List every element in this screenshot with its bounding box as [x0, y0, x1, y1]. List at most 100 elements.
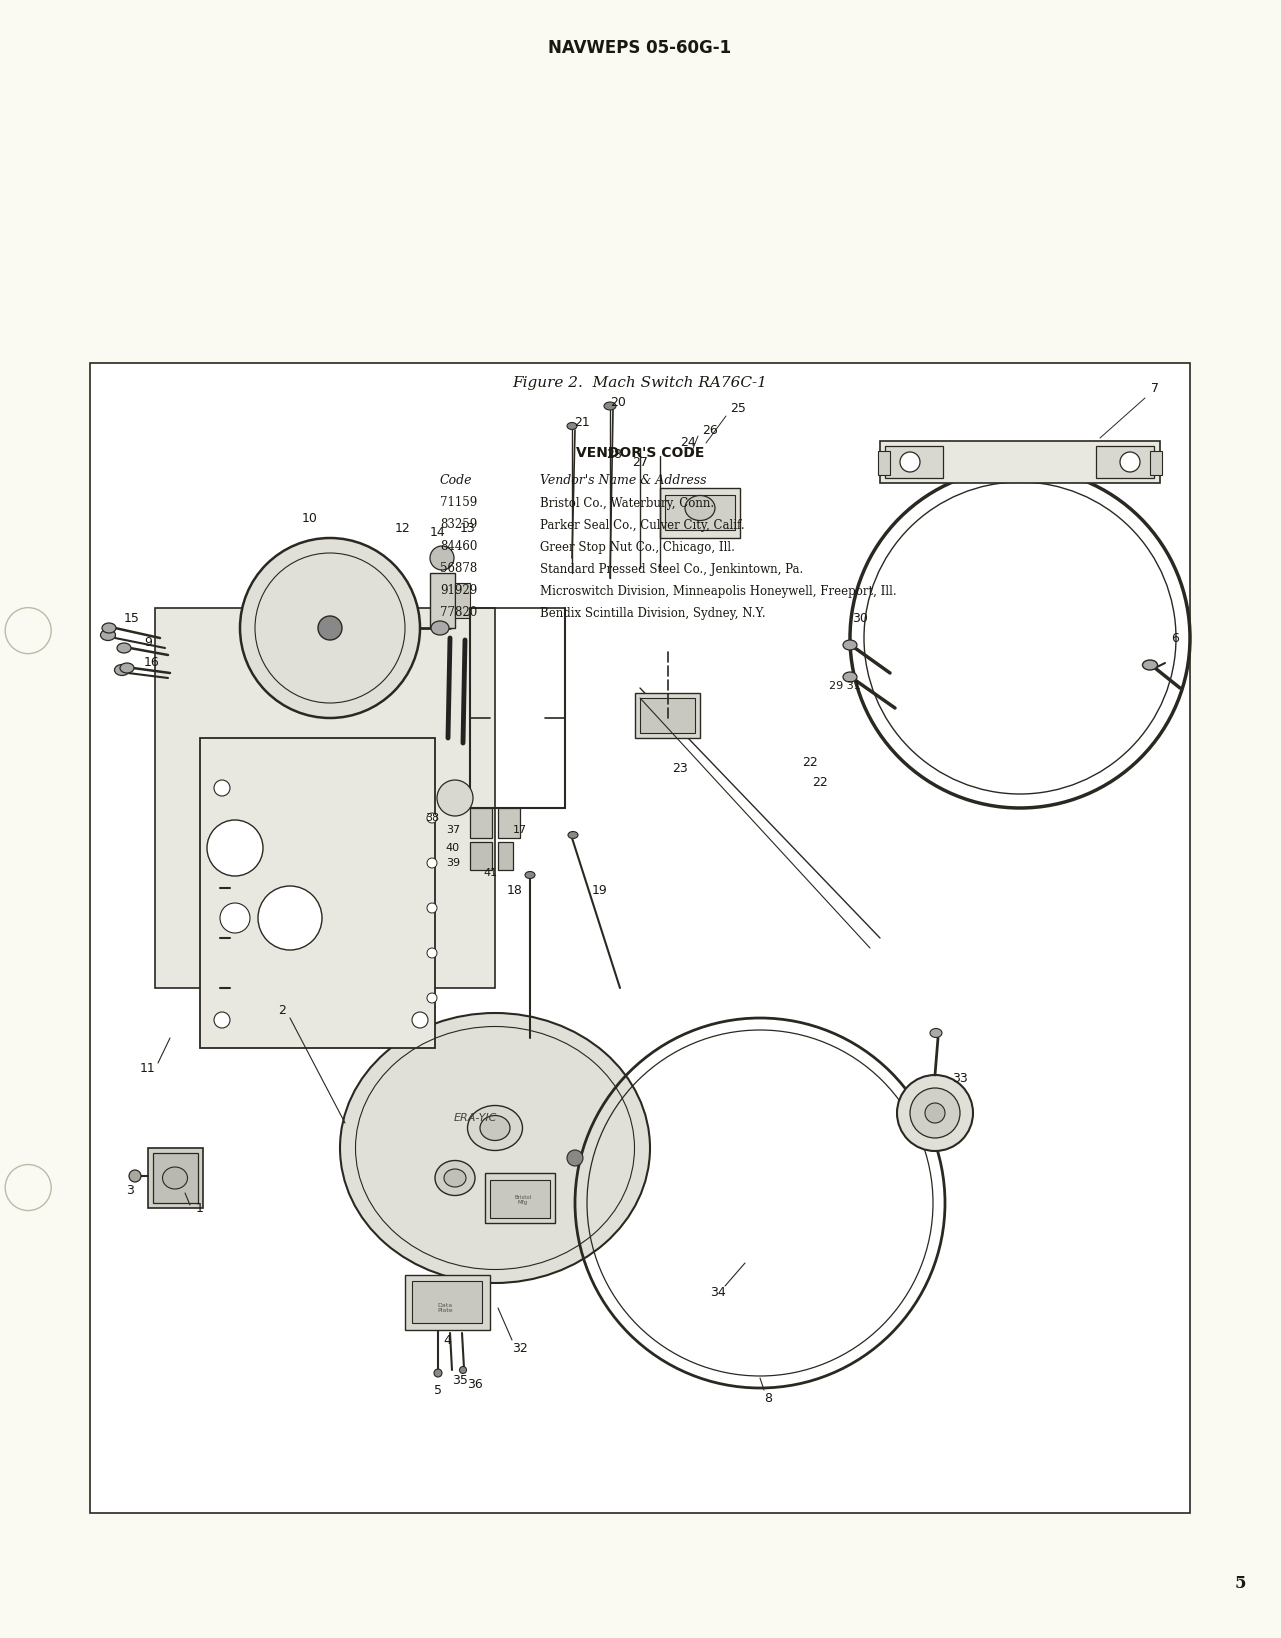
Text: 20: 20	[610, 396, 626, 410]
Bar	[640, 698, 696, 732]
Circle shape	[214, 780, 231, 796]
Circle shape	[5, 1165, 51, 1210]
Ellipse shape	[525, 871, 535, 878]
Text: 22: 22	[802, 757, 817, 770]
Circle shape	[910, 1088, 959, 1138]
Text: 34: 34	[710, 1286, 726, 1299]
Text: Bristol
Mfg: Bristol Mfg	[515, 1194, 532, 1206]
Ellipse shape	[460, 1366, 466, 1374]
Text: 77820: 77820	[439, 606, 478, 619]
Ellipse shape	[102, 622, 117, 632]
Circle shape	[925, 1102, 945, 1124]
Ellipse shape	[445, 1170, 466, 1188]
Text: Greer Stop Nut Co., Chicago, Ill.: Greer Stop Nut Co., Chicago, Ill.	[541, 541, 735, 554]
Ellipse shape	[685, 496, 715, 521]
Text: Data
Plate: Data Plate	[437, 1302, 452, 1314]
Text: Bristol Co., Waterbury, Conn.: Bristol Co., Waterbury, Conn.	[541, 496, 714, 509]
Bar	[498, 842, 512, 870]
Text: Figure 2.  Mach Switch RA76C-1: Figure 2. Mach Switch RA76C-1	[512, 377, 767, 390]
Bar	[491, 1179, 550, 1219]
Ellipse shape	[1143, 660, 1158, 670]
Ellipse shape	[480, 1115, 510, 1140]
Text: ERA-YIC: ERA-YIC	[453, 1112, 497, 1124]
Text: 2: 2	[278, 1004, 286, 1017]
Text: 7: 7	[1152, 382, 1159, 395]
Text: 11: 11	[140, 1061, 156, 1075]
Circle shape	[427, 812, 437, 822]
Bar	[470, 808, 492, 839]
Text: 5: 5	[1235, 1574, 1245, 1592]
Text: 16: 16	[145, 657, 160, 670]
Circle shape	[901, 452, 920, 472]
Text: 35: 35	[452, 1374, 468, 1386]
Circle shape	[1120, 452, 1140, 472]
Circle shape	[430, 545, 453, 570]
Ellipse shape	[434, 1369, 442, 1378]
Circle shape	[567, 1150, 583, 1166]
Bar	[155, 608, 494, 988]
Ellipse shape	[843, 640, 857, 650]
Bar	[455, 583, 470, 618]
Text: 21: 21	[574, 416, 589, 429]
Bar	[470, 608, 565, 808]
Ellipse shape	[100, 629, 115, 640]
Text: 19: 19	[592, 883, 608, 896]
Text: 39: 39	[446, 858, 460, 868]
Ellipse shape	[843, 672, 857, 681]
Text: Vendor's Name & Address: Vendor's Name & Address	[541, 473, 707, 486]
Circle shape	[427, 948, 437, 958]
Text: 10: 10	[302, 511, 318, 524]
Text: 40: 40	[446, 844, 460, 853]
Text: 33: 33	[952, 1071, 968, 1084]
Bar	[1097, 446, 1154, 478]
Text: 29 31: 29 31	[829, 681, 861, 691]
Bar	[149, 1148, 202, 1207]
Ellipse shape	[114, 665, 129, 675]
Text: 1: 1	[196, 1202, 204, 1214]
Text: Code: Code	[439, 473, 473, 486]
Bar	[635, 693, 699, 739]
Text: 83259: 83259	[439, 519, 478, 531]
Text: 27: 27	[632, 457, 648, 470]
Bar	[412, 1281, 482, 1324]
Text: 9: 9	[143, 637, 152, 650]
Bar	[880, 441, 1161, 483]
Text: 30: 30	[852, 611, 869, 624]
Bar	[430, 573, 455, 627]
Ellipse shape	[117, 644, 131, 654]
Text: 8: 8	[763, 1392, 772, 1404]
Bar	[885, 446, 943, 478]
Text: VENDOR'S CODE: VENDOR'S CODE	[576, 446, 705, 460]
Bar	[660, 488, 740, 537]
Bar	[90, 364, 1190, 1514]
Text: 3: 3	[126, 1184, 135, 1196]
Ellipse shape	[339, 1012, 649, 1283]
Text: 6: 6	[1171, 632, 1179, 644]
Text: 41: 41	[483, 868, 497, 878]
Text: 37: 37	[446, 826, 460, 835]
Bar	[485, 1173, 555, 1224]
Text: 15: 15	[124, 611, 140, 624]
Text: 84460: 84460	[439, 541, 478, 554]
Circle shape	[427, 993, 437, 1002]
Bar	[498, 808, 520, 839]
Text: 23: 23	[673, 762, 688, 775]
Ellipse shape	[567, 423, 576, 429]
Bar	[665, 495, 735, 531]
Circle shape	[897, 1075, 974, 1152]
Text: Standard Pressed Steel Co., Jenkintown, Pa.: Standard Pressed Steel Co., Jenkintown, …	[541, 562, 803, 575]
Text: Microswitch Division, Minneapolis Honeywell, Freeport, Ill.: Microswitch Division, Minneapolis Honeyw…	[541, 585, 897, 598]
Ellipse shape	[129, 1170, 141, 1183]
Bar	[1150, 450, 1162, 475]
Text: 4: 4	[443, 1333, 451, 1346]
Text: 13: 13	[460, 521, 475, 534]
Bar	[877, 450, 890, 475]
Bar	[405, 1274, 491, 1330]
Text: 24: 24	[680, 436, 696, 449]
Text: 17: 17	[512, 826, 526, 835]
Text: 91929: 91929	[439, 585, 478, 598]
Text: 5: 5	[434, 1384, 442, 1397]
Text: 71159: 71159	[439, 496, 478, 509]
Text: 56878: 56878	[439, 562, 478, 575]
Circle shape	[412, 1012, 428, 1029]
